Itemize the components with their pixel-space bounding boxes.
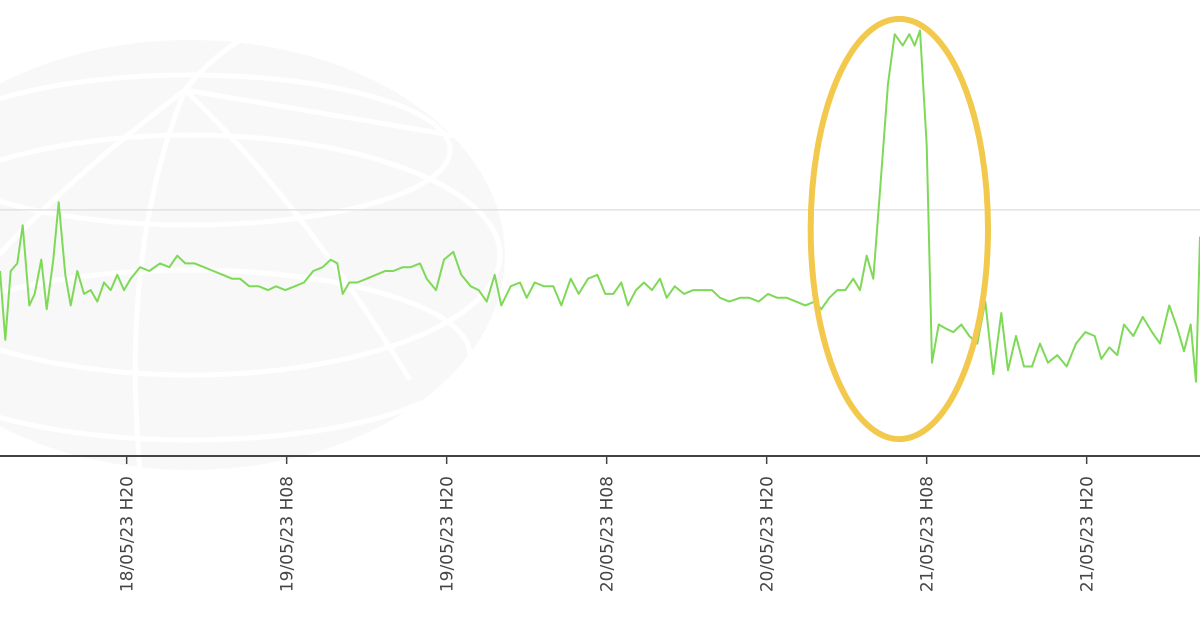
series-line xyxy=(0,29,1200,383)
globe-watermark xyxy=(0,7,505,471)
highlight-ellipse xyxy=(807,15,991,443)
x-ticks: 18/05/23 H20 19/05/23 H08 19/05/23 H20 20/0… xyxy=(118,456,1098,592)
x-tick-label: 21/05/23 H08 xyxy=(918,476,938,592)
x-tick-label: 19/05/23 H08 xyxy=(278,476,298,592)
x-tick-label: 20/05/23 H20 xyxy=(758,476,778,592)
highlight-layer xyxy=(807,15,991,443)
x-tick-label: 21/05/23 H20 xyxy=(1078,476,1098,592)
x-tick-label: 18/05/23 H20 xyxy=(118,476,138,592)
x-tick-label: 20/05/23 H08 xyxy=(598,476,618,592)
series-layer xyxy=(0,29,1200,383)
x-tick-label: 19/05/23 H20 xyxy=(438,476,458,592)
